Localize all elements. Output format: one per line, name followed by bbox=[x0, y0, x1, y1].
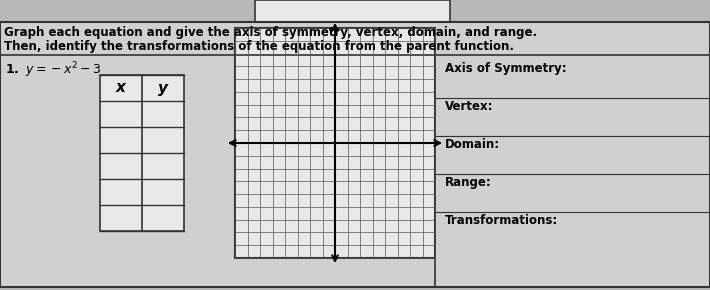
Bar bbox=[255, 0, 450, 22]
Text: x: x bbox=[116, 81, 126, 95]
Text: Vertex:: Vertex: bbox=[445, 100, 493, 113]
Text: Transformations:: Transformations: bbox=[445, 214, 558, 227]
Text: y: y bbox=[158, 81, 168, 95]
Bar bbox=[235, 28, 435, 258]
Bar bbox=[100, 75, 184, 231]
Text: Range:: Range: bbox=[445, 176, 492, 189]
Text: $\mathbf{1.}$ $y = -x^2 - 3$: $\mathbf{1.}$ $y = -x^2 - 3$ bbox=[5, 60, 102, 79]
Text: Then, identify the transformations of the equation from the parent function.: Then, identify the transformations of th… bbox=[4, 40, 514, 53]
Text: Domain:: Domain: bbox=[445, 138, 500, 151]
Text: Graph each equation and give the axis of symmetry, vertex, domain, and range.: Graph each equation and give the axis of… bbox=[4, 26, 537, 39]
Text: Axis of Symmetry:: Axis of Symmetry: bbox=[445, 62, 567, 75]
